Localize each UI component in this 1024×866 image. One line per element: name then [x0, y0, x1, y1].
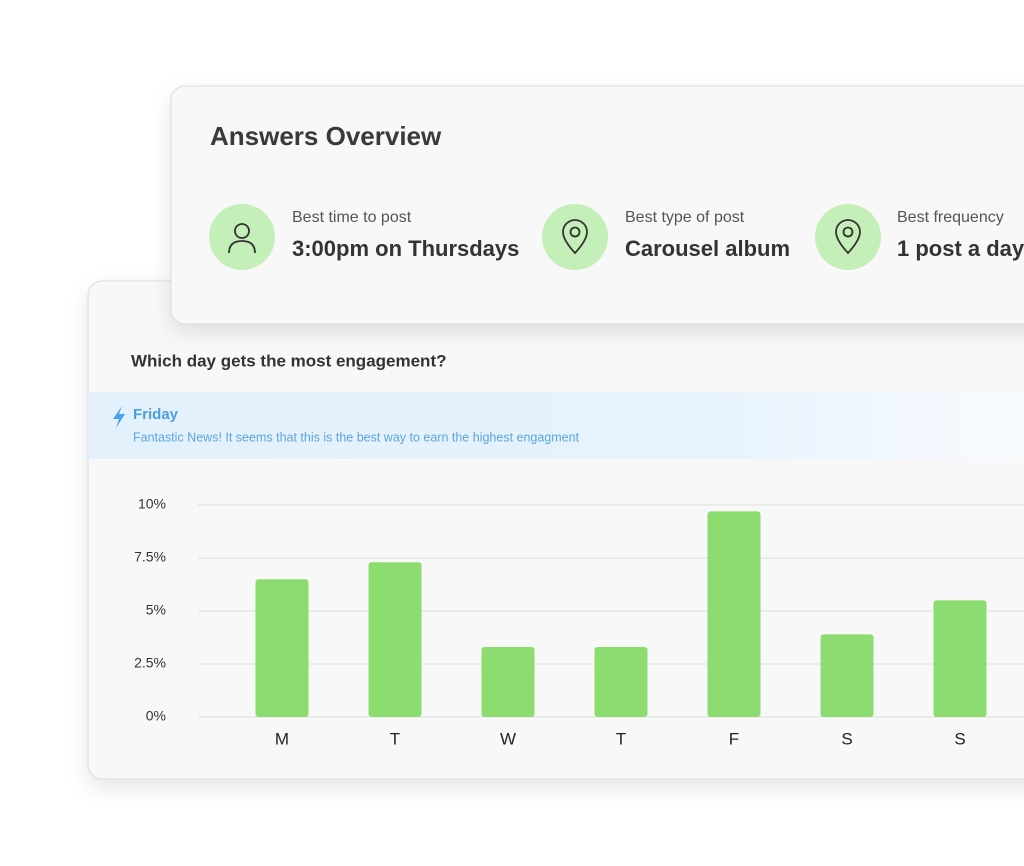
person-icon	[228, 223, 256, 254]
x-tick-label: S	[954, 729, 965, 748]
chart-card: Which day gets the most engagement? Frid…	[87, 280, 1024, 780]
x-tick-label: F	[729, 729, 739, 748]
x-tick-label: T	[390, 729, 400, 748]
insight-banner	[89, 392, 1024, 459]
y-tick-label: 5%	[146, 602, 166, 618]
icon-circle	[209, 204, 275, 270]
x-tick-label: T	[616, 729, 626, 748]
x-tick-label: M	[275, 729, 289, 748]
chart-title: Which day gets the most engagement?	[131, 351, 447, 370]
y-tick-label: 10%	[138, 496, 166, 512]
bar	[594, 647, 648, 717]
card-bg	[170, 85, 1024, 325]
bar	[933, 600, 987, 717]
item-value: 3:00pm on Thursdays	[292, 236, 519, 261]
pin-icon	[562, 219, 588, 255]
y-tick-label: 2.5%	[134, 655, 166, 671]
item-label: Best time to post	[292, 209, 412, 226]
item-label: Best type of post	[625, 209, 745, 226]
item-label: Best frequency	[897, 209, 1004, 226]
bolt-icon	[113, 406, 125, 428]
plot: 0% 2.5% 5% 7.5% 10% M T W T F S S	[134, 496, 1024, 748]
item-value: 1 post a day	[897, 236, 1024, 261]
pin-icon	[835, 219, 861, 255]
x-tick-label: S	[841, 729, 852, 748]
bar	[481, 647, 535, 717]
y-tick-label: 7.5%	[134, 549, 166, 565]
bar	[820, 634, 874, 717]
bar	[255, 579, 309, 717]
insight-text: Fantastic News! It seems that this is th…	[133, 430, 580, 444]
insight-title: Friday	[133, 406, 179, 423]
overview-card: Answers Overview Best time to post 3:00p…	[170, 85, 1024, 325]
bar	[707, 511, 761, 717]
x-tick-label: W	[500, 729, 516, 748]
overview-title: Answers Overview	[210, 121, 442, 151]
bar	[368, 562, 422, 717]
item-value: Carousel album	[625, 236, 790, 261]
y-tick-label: 0%	[146, 708, 166, 724]
